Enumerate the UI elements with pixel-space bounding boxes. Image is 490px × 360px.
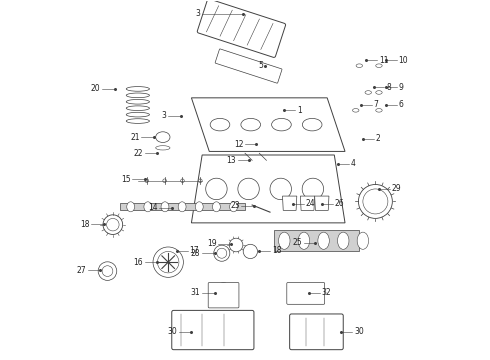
Text: 6: 6 [398, 100, 403, 109]
Ellipse shape [213, 202, 220, 212]
Ellipse shape [126, 106, 149, 111]
Ellipse shape [279, 232, 290, 249]
Text: 5: 5 [258, 61, 263, 70]
Text: 26: 26 [334, 199, 344, 208]
Text: 3: 3 [162, 111, 167, 120]
Polygon shape [120, 203, 245, 210]
Ellipse shape [126, 93, 149, 98]
Text: 13: 13 [226, 156, 236, 165]
Polygon shape [283, 196, 297, 210]
Text: 9: 9 [398, 83, 403, 92]
Ellipse shape [161, 202, 169, 212]
Ellipse shape [196, 202, 203, 212]
Ellipse shape [157, 251, 179, 273]
Text: 24: 24 [306, 199, 316, 208]
Text: 16: 16 [134, 258, 143, 267]
Text: 1: 1 [297, 106, 301, 115]
Ellipse shape [126, 87, 149, 91]
FancyBboxPatch shape [208, 283, 239, 308]
Text: 4: 4 [350, 159, 355, 168]
Ellipse shape [318, 232, 329, 249]
Ellipse shape [98, 262, 117, 280]
Text: 3: 3 [196, 9, 200, 18]
Ellipse shape [376, 91, 382, 94]
Text: 17: 17 [190, 246, 199, 255]
Ellipse shape [271, 118, 291, 131]
FancyBboxPatch shape [215, 49, 282, 83]
Ellipse shape [107, 219, 119, 231]
Ellipse shape [363, 189, 388, 214]
Ellipse shape [127, 202, 135, 212]
Ellipse shape [103, 215, 122, 234]
Text: 21: 21 [130, 132, 140, 141]
FancyBboxPatch shape [290, 314, 343, 350]
Ellipse shape [156, 132, 170, 143]
Text: 20: 20 [91, 84, 100, 93]
Text: 2: 2 [375, 134, 380, 143]
Ellipse shape [356, 64, 363, 67]
Ellipse shape [216, 283, 232, 302]
Ellipse shape [144, 202, 152, 212]
Polygon shape [315, 196, 329, 210]
Text: 8: 8 [386, 83, 391, 92]
Ellipse shape [238, 178, 259, 200]
Ellipse shape [163, 179, 167, 183]
Ellipse shape [376, 64, 382, 67]
Text: 25: 25 [293, 238, 302, 247]
Ellipse shape [302, 178, 323, 200]
Text: 32: 32 [322, 288, 331, 297]
Text: 14: 14 [148, 203, 157, 212]
Text: 23: 23 [230, 201, 240, 210]
Ellipse shape [229, 238, 243, 252]
Text: 30: 30 [168, 327, 177, 336]
Ellipse shape [302, 118, 322, 131]
Polygon shape [192, 155, 345, 223]
Text: 30: 30 [354, 327, 364, 336]
Polygon shape [273, 230, 359, 251]
Ellipse shape [126, 119, 149, 123]
Ellipse shape [270, 178, 292, 200]
Ellipse shape [358, 184, 392, 219]
Polygon shape [192, 98, 345, 152]
Text: 18: 18 [272, 246, 281, 255]
Ellipse shape [198, 179, 202, 183]
Text: 28: 28 [191, 249, 200, 258]
Ellipse shape [338, 232, 349, 249]
Ellipse shape [243, 244, 258, 258]
Text: 18: 18 [80, 220, 90, 229]
Text: 27: 27 [76, 266, 86, 275]
Text: 22: 22 [134, 149, 143, 158]
FancyBboxPatch shape [197, 0, 286, 58]
Ellipse shape [178, 202, 186, 212]
Ellipse shape [206, 178, 227, 200]
Ellipse shape [357, 232, 368, 249]
Text: 7: 7 [373, 100, 378, 109]
Ellipse shape [126, 112, 149, 117]
Ellipse shape [181, 179, 184, 183]
Ellipse shape [214, 245, 230, 261]
Ellipse shape [230, 202, 238, 212]
Ellipse shape [153, 247, 183, 277]
Polygon shape [300, 196, 315, 210]
Text: 12: 12 [234, 140, 243, 149]
Ellipse shape [217, 248, 227, 258]
Ellipse shape [352, 109, 359, 112]
Ellipse shape [365, 91, 371, 94]
Ellipse shape [102, 266, 113, 276]
Ellipse shape [298, 232, 310, 249]
Ellipse shape [241, 118, 261, 131]
Text: 10: 10 [398, 56, 408, 65]
Text: 29: 29 [392, 184, 401, 193]
Text: 11: 11 [379, 56, 389, 65]
Text: 31: 31 [191, 288, 200, 297]
Ellipse shape [145, 179, 148, 183]
FancyBboxPatch shape [172, 310, 254, 350]
Ellipse shape [156, 146, 170, 150]
Text: 19: 19 [207, 239, 217, 248]
Text: 15: 15 [121, 175, 131, 184]
Ellipse shape [126, 99, 149, 104]
FancyBboxPatch shape [287, 283, 325, 304]
Ellipse shape [210, 118, 230, 131]
Ellipse shape [376, 109, 382, 112]
